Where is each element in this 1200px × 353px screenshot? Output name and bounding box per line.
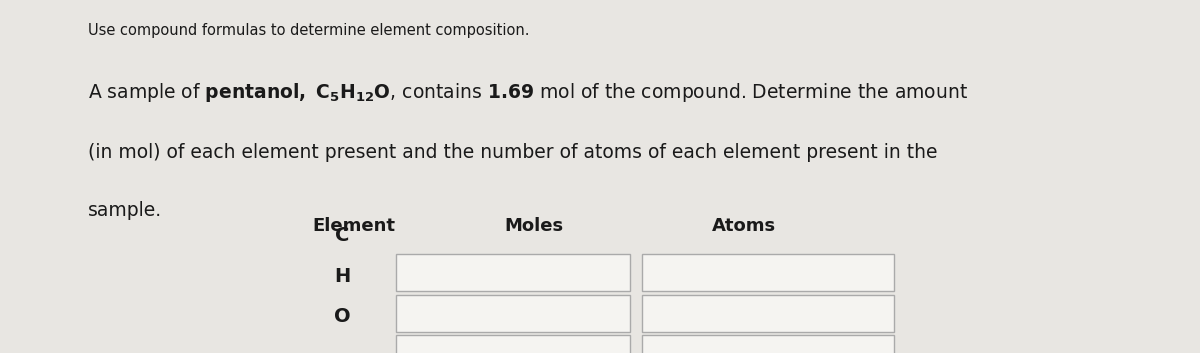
Text: H: H: [334, 267, 350, 286]
Text: O: O: [334, 307, 350, 326]
Text: A sample of $\mathbf{pentanol,\ C_5H_{12}O}$, contains $\mathbf{1.69}$ mol of th: A sample of $\mathbf{pentanol,\ C_5H_{12…: [88, 81, 967, 104]
Text: (in mol) of each element present and the number of atoms of each element present: (in mol) of each element present and the…: [88, 143, 937, 162]
Text: Moles: Moles: [504, 217, 564, 235]
Text: Use compound formulas to determine element composition.: Use compound formulas to determine eleme…: [88, 23, 529, 38]
Text: sample.: sample.: [88, 201, 162, 220]
Text: Element: Element: [312, 217, 395, 235]
Text: Atoms: Atoms: [712, 217, 776, 235]
Text: C: C: [335, 226, 349, 245]
